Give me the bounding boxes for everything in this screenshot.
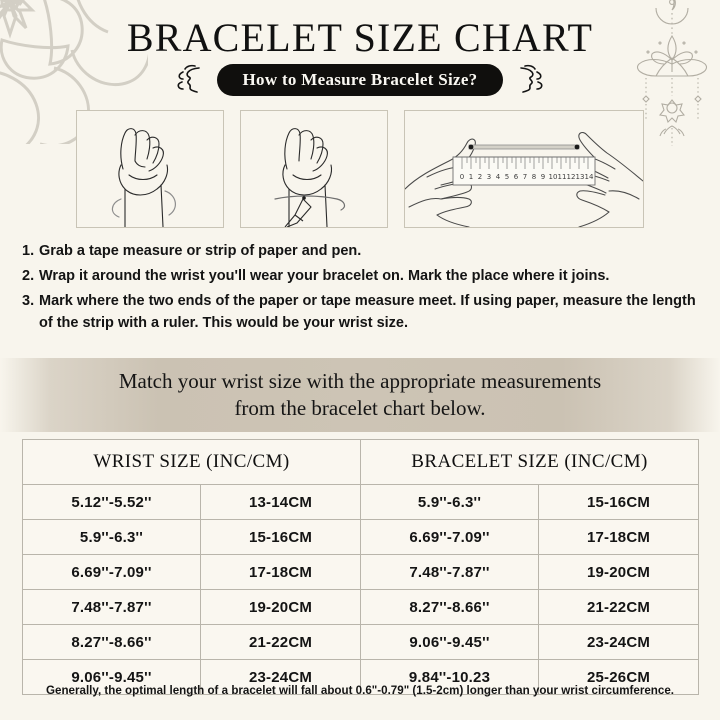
table-row: 7.48''-7.87'' 19-20CM 8.27''-8.66'' 21-2…: [22, 589, 700, 625]
instruction-step: 2. Wrap it around the wrist you'll wear …: [22, 265, 706, 287]
table-row: 5.12''-5.52'' 13-14CM 5.9''-6.3'' 15-16C…: [22, 484, 700, 520]
panel-hand-marking-tape-with-pen: [240, 110, 388, 228]
step-text: Grab a tape measure or strip of paper an…: [39, 243, 362, 259]
cell-wrist-cm: 13-14CM: [199, 484, 362, 520]
svg-text:2: 2: [478, 173, 482, 181]
instruction-step: 3. Mark where the two ends of the paper …: [22, 290, 706, 334]
cell-bracelet-inch: 9.06''-9.45'': [360, 624, 540, 660]
svg-text:7: 7: [523, 173, 527, 181]
header-wrist-size: WRIST SIZE (INC/CM): [21, 439, 362, 485]
cell-wrist-inch: 9.06''-9.45'': [22, 659, 201, 695]
banner-text: Match your wrist size with the appropria…: [85, 368, 635, 422]
table-row: 6.69''-7.09'' 17-18CM 7.48''-7.87'' 19-2…: [22, 554, 700, 590]
cell-wrist-inch: 6.69''-7.09'': [22, 554, 201, 590]
cell-bracelet-cm: 21-22CM: [538, 589, 700, 625]
cell-wrist-cm: 23-24CM: [199, 659, 362, 695]
table-row: 9.06''-9.45'' 23-24CM 9.84''-10.23 25-26…: [22, 659, 700, 695]
cell-bracelet-cm: 15-16CM: [538, 484, 700, 520]
swirl-flourish-icon: [520, 64, 543, 93]
svg-text:12: 12: [567, 173, 576, 181]
cell-wrist-inch: 7.48''-7.87'': [22, 589, 201, 625]
table-row: 5.9''-6.3'' 15-16CM 6.69''-7.09'' 17-18C…: [22, 519, 700, 555]
svg-text:10: 10: [549, 173, 558, 181]
panel-hand-with-tape-loop: [76, 110, 224, 228]
match-size-banner: Match your wrist size with the appropria…: [0, 358, 720, 432]
cell-wrist-inch: 5.12''-5.52'': [22, 484, 201, 520]
cell-bracelet-cm: 19-20CM: [538, 554, 700, 590]
cell-wrist-cm: 19-20CM: [199, 589, 362, 625]
svg-text:6: 6: [514, 173, 519, 181]
size-chart-table: WRIST SIZE (INC/CM) BRACELET SIZE (INC/C…: [21, 439, 700, 695]
swirl-flourish-icon: [177, 64, 200, 93]
cell-wrist-cm: 21-22CM: [199, 624, 362, 660]
svg-text:8: 8: [532, 173, 536, 181]
cell-bracelet-cm: 23-24CM: [538, 624, 700, 660]
svg-text:4: 4: [496, 173, 501, 181]
step-number: 2.: [22, 268, 35, 285]
step-text: Mark where the two ends of the paper or …: [39, 293, 696, 332]
cell-wrist-inch: 8.27''-8.66'': [22, 624, 201, 660]
svg-text:13: 13: [576, 173, 585, 181]
cell-wrist-cm: 17-18CM: [199, 554, 362, 590]
cell-wrist-cm: 15-16CM: [199, 519, 362, 555]
cell-bracelet-inch: 7.48''-7.87'': [360, 554, 540, 590]
svg-text:1: 1: [469, 173, 473, 181]
svg-text:11: 11: [558, 173, 567, 181]
cell-wrist-inch: 5.9''-6.3'': [22, 519, 201, 555]
step-text: Wrap it around the wrist you'll wear you…: [39, 268, 610, 285]
banner-line-1: Match your wrist size with the appropria…: [118, 369, 602, 394]
svg-text:5: 5: [505, 173, 509, 181]
how-to-measure-badge: How to Measure Bracelet Size?: [216, 63, 504, 97]
svg-text:3: 3: [487, 173, 491, 181]
svg-text:0: 0: [460, 173, 464, 181]
instruction-step: 1. Grab a tape measure or strip of paper…: [22, 240, 706, 262]
table-row: 8.27''-8.66'' 21-22CM 9.06''-9.45'' 23-2…: [22, 624, 700, 660]
header-bracelet-size: BRACELET SIZE (INC/CM): [360, 439, 700, 485]
badge-row: How to Measure Bracelet Size?: [0, 63, 720, 97]
step-number: 1.: [22, 243, 35, 259]
cell-bracelet-inch: 6.69''-7.09'': [360, 519, 540, 555]
cell-bracelet-cm: 17-18CM: [538, 519, 700, 555]
cell-bracelet-cm: 25-26CM: [538, 659, 700, 695]
page-title: BRACELET SIZE CHART: [126, 15, 594, 60]
instruction-steps: 1. Grab a tape measure or strip of paper…: [22, 240, 706, 337]
table-header-row: WRIST SIZE (INC/CM) BRACELET SIZE (INC/C…: [21, 439, 700, 485]
cell-bracelet-inch: 8.27''-8.66'': [360, 589, 540, 625]
cell-bracelet-inch: 9.84''-10.23: [360, 659, 540, 695]
footnote: Generally, the optimal length of a brace…: [46, 684, 674, 697]
banner-line-2: from the bracelet chart below.: [234, 396, 486, 420]
svg-text:14: 14: [585, 173, 594, 181]
svg-text:9: 9: [541, 173, 545, 181]
cell-bracelet-inch: 5.9''-6.3'': [360, 484, 540, 520]
step-number: 3.: [22, 293, 35, 310]
